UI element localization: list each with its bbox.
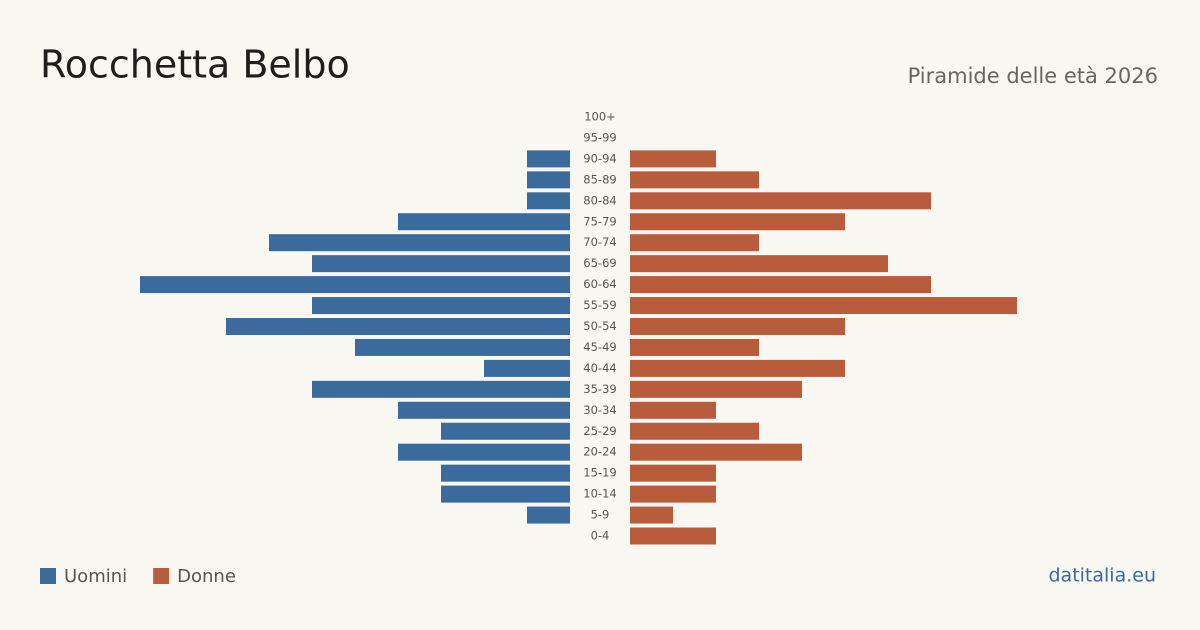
legend-swatch bbox=[40, 568, 56, 584]
bar bbox=[630, 192, 931, 210]
age-label: 80-84 bbox=[583, 193, 616, 207]
age-label: 40-44 bbox=[583, 361, 616, 375]
bar bbox=[630, 464, 716, 482]
age-label: 5-9 bbox=[591, 508, 610, 522]
bar bbox=[630, 150, 716, 168]
bar bbox=[441, 422, 570, 440]
legend-swatch bbox=[153, 568, 170, 584]
bar bbox=[484, 359, 570, 377]
source: datitalia.eu bbox=[1049, 565, 1157, 587]
bar bbox=[441, 485, 570, 503]
bar bbox=[630, 338, 759, 356]
bar bbox=[312, 380, 570, 398]
age-label: 65-69 bbox=[583, 256, 616, 270]
bar bbox=[630, 506, 673, 524]
bar bbox=[269, 234, 570, 252]
age-label: 75-79 bbox=[583, 214, 616, 228]
bar bbox=[527, 192, 570, 210]
bar bbox=[630, 234, 759, 252]
age-label: 30-34 bbox=[583, 403, 616, 417]
bar bbox=[630, 485, 716, 503]
chart-subtitle: Piramide delle età 2026 bbox=[908, 64, 1158, 88]
bar bbox=[630, 318, 845, 335]
bar bbox=[630, 255, 888, 273]
bar bbox=[630, 359, 845, 377]
bar bbox=[527, 171, 570, 189]
age-label: 25-29 bbox=[583, 424, 616, 438]
chart-title: Rocchetta Belbo bbox=[40, 43, 350, 87]
bar bbox=[355, 338, 570, 356]
age-label: 15-19 bbox=[583, 466, 616, 480]
age-label: 95-99 bbox=[583, 130, 616, 144]
legend-label: Uomini bbox=[64, 566, 127, 587]
bar bbox=[398, 213, 570, 231]
age-label: 100+ bbox=[584, 110, 616, 124]
bar bbox=[441, 464, 570, 482]
age-label: 20-24 bbox=[583, 445, 616, 459]
age-label: 35-39 bbox=[583, 382, 616, 396]
bar bbox=[630, 171, 759, 189]
age-label: 45-49 bbox=[583, 340, 616, 354]
age-label: 85-89 bbox=[583, 172, 616, 186]
age-label: 50-54 bbox=[583, 319, 616, 333]
bar bbox=[398, 401, 570, 419]
bar bbox=[630, 213, 845, 231]
bar bbox=[630, 401, 716, 419]
bar bbox=[630, 443, 802, 461]
age-label: 60-64 bbox=[583, 277, 616, 291]
bar bbox=[140, 276, 570, 294]
age-label: 90-94 bbox=[583, 151, 616, 165]
bar bbox=[226, 318, 570, 335]
bar bbox=[527, 150, 570, 168]
age-label: 10-14 bbox=[583, 487, 616, 501]
bar bbox=[630, 422, 759, 440]
bar bbox=[398, 443, 570, 461]
bar bbox=[630, 527, 716, 545]
bar bbox=[630, 380, 802, 398]
bar bbox=[312, 255, 570, 273]
bar bbox=[630, 276, 931, 294]
bar bbox=[527, 506, 570, 524]
age-label: 70-74 bbox=[583, 235, 616, 249]
age-label: 0-4 bbox=[591, 529, 610, 543]
legend-label: Donne bbox=[177, 566, 236, 587]
bar bbox=[312, 297, 570, 315]
bar bbox=[630, 297, 1017, 315]
age-label: 55-59 bbox=[583, 298, 616, 312]
